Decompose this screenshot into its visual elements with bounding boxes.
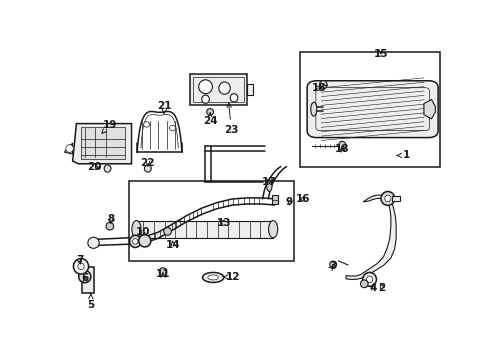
Text: 20: 20 (87, 162, 102, 172)
Text: 9: 9 (286, 197, 293, 207)
Bar (81, 127, 125, 159)
Text: 3: 3 (329, 261, 337, 271)
Ellipse shape (311, 102, 317, 116)
Ellipse shape (330, 261, 337, 268)
Bar (190, 74, 246, 105)
Ellipse shape (361, 280, 368, 288)
Ellipse shape (74, 258, 89, 274)
Ellipse shape (363, 273, 376, 286)
Text: 4: 4 (370, 283, 377, 293)
PathPatch shape (73, 123, 131, 164)
Bar (194, 77, 244, 102)
Text: 21: 21 (157, 102, 172, 114)
Bar (246, 84, 253, 95)
Text: 6: 6 (81, 273, 89, 283)
Text: 7: 7 (76, 255, 83, 265)
Ellipse shape (159, 268, 167, 276)
Ellipse shape (202, 95, 209, 103)
Ellipse shape (199, 80, 212, 94)
PathPatch shape (424, 99, 435, 119)
Ellipse shape (339, 141, 346, 150)
Text: 24: 24 (203, 113, 218, 126)
PathPatch shape (346, 195, 396, 279)
Ellipse shape (269, 221, 278, 238)
Ellipse shape (132, 221, 141, 238)
Ellipse shape (208, 275, 219, 280)
Ellipse shape (367, 276, 373, 283)
Text: 16: 16 (296, 194, 311, 204)
Ellipse shape (267, 180, 272, 192)
Text: 2: 2 (378, 283, 386, 293)
Ellipse shape (202, 273, 224, 283)
Ellipse shape (207, 109, 214, 115)
Ellipse shape (385, 195, 391, 202)
Ellipse shape (66, 145, 74, 152)
PathPatch shape (64, 143, 73, 154)
Text: 1: 1 (397, 150, 411, 161)
Text: 18: 18 (312, 83, 326, 93)
Ellipse shape (78, 263, 84, 270)
Bar (272, 195, 278, 204)
Text: 13: 13 (217, 218, 232, 228)
FancyBboxPatch shape (316, 88, 429, 131)
Ellipse shape (170, 125, 175, 131)
Ellipse shape (219, 82, 230, 94)
Text: 14: 14 (166, 240, 181, 250)
Text: 17: 17 (262, 177, 277, 187)
Ellipse shape (104, 165, 111, 172)
Ellipse shape (230, 94, 238, 102)
Text: 5: 5 (87, 294, 95, 310)
Ellipse shape (133, 239, 138, 244)
Ellipse shape (79, 270, 91, 283)
Bar (136, 221, 273, 238)
Text: 11: 11 (156, 269, 170, 279)
Bar (82, 267, 94, 293)
Bar (392, 196, 400, 201)
Ellipse shape (319, 81, 327, 89)
Text: 8: 8 (107, 214, 114, 224)
Ellipse shape (88, 237, 99, 248)
Text: 10: 10 (136, 227, 150, 237)
FancyBboxPatch shape (307, 81, 438, 138)
Text: 18: 18 (335, 144, 349, 154)
Text: 22: 22 (141, 158, 155, 168)
Ellipse shape (139, 235, 151, 247)
Bar (129, 181, 294, 261)
Text: 15: 15 (374, 49, 388, 59)
Ellipse shape (164, 228, 171, 235)
Text: 19: 19 (102, 120, 117, 133)
Ellipse shape (381, 192, 394, 205)
Text: 12: 12 (223, 273, 240, 283)
Ellipse shape (145, 165, 151, 172)
Ellipse shape (129, 235, 141, 247)
Text: 23: 23 (224, 103, 239, 135)
Ellipse shape (144, 122, 150, 127)
Ellipse shape (106, 222, 114, 230)
Bar (300, 52, 440, 167)
